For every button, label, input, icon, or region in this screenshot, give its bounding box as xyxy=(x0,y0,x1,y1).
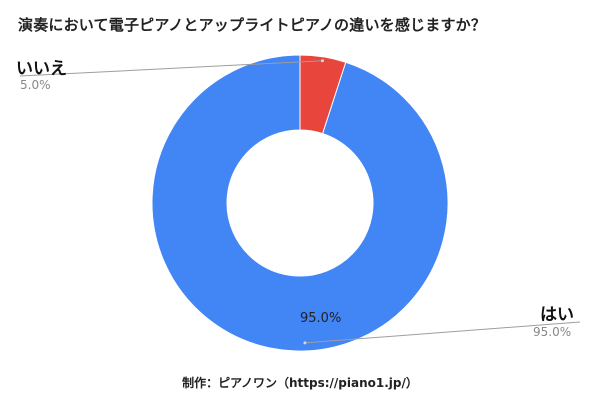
leader-dot-no xyxy=(321,59,325,63)
leader-line-no xyxy=(19,60,323,77)
chart-title: 演奏において電子ピアノとアップライトピアノの違いを感じますか？ xyxy=(18,16,487,34)
inner-value-label: 95.0% xyxy=(300,311,342,326)
leader-lines xyxy=(19,59,581,345)
leader-line-yes xyxy=(304,321,581,344)
slice-label-no: いいえ xyxy=(16,59,67,79)
slice-label-yes: はい xyxy=(540,305,574,325)
slice-value-yes: 95.0% xyxy=(533,325,572,339)
leader-dot-yes xyxy=(303,341,307,345)
slice-value-no: 5.0% xyxy=(20,78,51,92)
credit-text: 制作：ピアノワン（https://piano1.jp/） xyxy=(182,376,418,390)
slice-yes xyxy=(151,54,449,352)
slices-group xyxy=(151,54,449,352)
slice-no xyxy=(299,54,347,135)
